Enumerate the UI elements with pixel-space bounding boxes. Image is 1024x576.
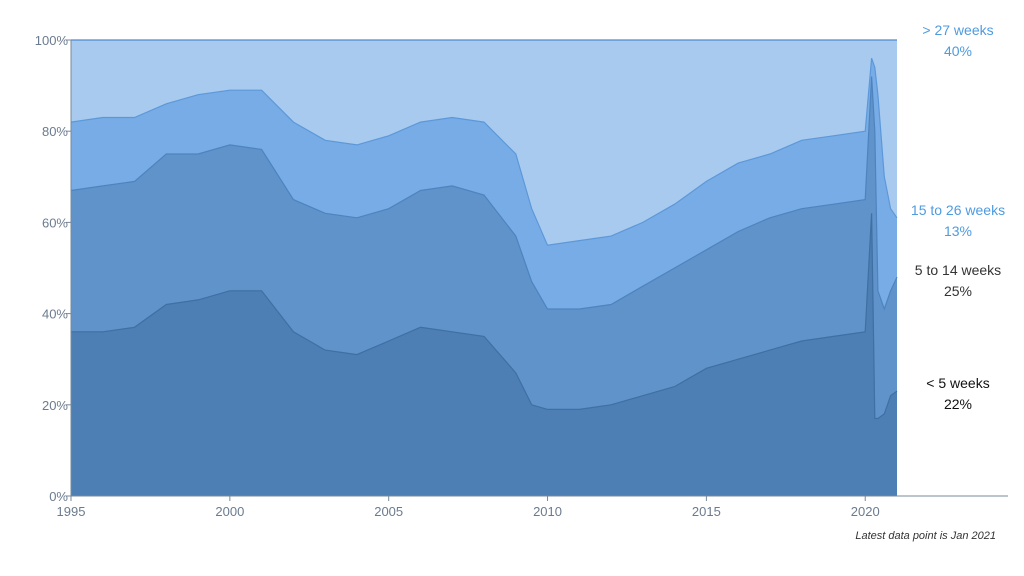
lines-layer <box>70 39 898 420</box>
y-tick-label: 100% <box>35 33 69 48</box>
line-lt5 <box>71 213 898 420</box>
series-label-15to26-name: 15 to 26 weeks <box>911 202 1005 218</box>
axes-layer <box>70 40 1008 497</box>
series-labels: > 27 weeks 40% 15 to 26 weeks 13% 5 to 1… <box>911 22 1005 412</box>
series-label-5to14-name: 5 to 14 weeks <box>915 262 1001 278</box>
y-tick-label: 60% <box>42 215 68 230</box>
series-label-5to14-value: 25% <box>944 283 972 299</box>
area-lt5 <box>71 213 897 497</box>
y-tick-label: 80% <box>42 124 68 139</box>
series-label-lt5-value: 22% <box>944 396 972 412</box>
x-tick-label: 1995 <box>57 504 86 519</box>
x-tick-label: 2010 <box>533 504 562 519</box>
y-tick-label: 40% <box>42 307 68 322</box>
x-ticks-layer: 1995 2000 2005 2010 2015 2020 <box>57 496 880 519</box>
series-label-gt27-value: 40% <box>944 43 972 59</box>
series-label-15to26-value: 13% <box>944 223 972 239</box>
x-tick-label: 2020 <box>851 504 880 519</box>
y-tick-label: 0% <box>49 489 68 504</box>
series-label-lt5-name: < 5 weeks <box>926 375 989 391</box>
areas-layer <box>71 40 897 497</box>
latest-data-note: Latest data point is Jan 2021 <box>855 530 996 542</box>
line-5to14 <box>70 76 898 311</box>
y-tick-label: 20% <box>42 398 68 413</box>
series-label-gt27-name: > 27 weeks <box>922 22 993 38</box>
x-tick-label: 2005 <box>374 504 403 519</box>
x-tick-label: 2015 <box>692 504 721 519</box>
y-ticks-layer: 0% 20% 40% 60% 80% 100% <box>35 33 71 504</box>
line-15to26 <box>70 58 898 246</box>
x-tick-label: 2000 <box>215 504 244 519</box>
